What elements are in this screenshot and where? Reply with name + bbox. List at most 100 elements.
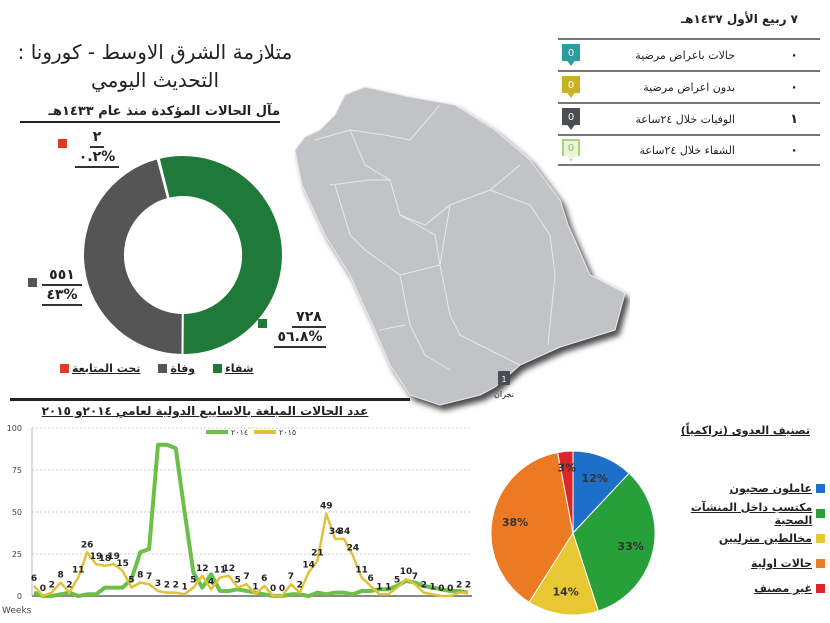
pie-slice [490,451,574,603]
legend-label: مخالطين منزليين [718,532,812,545]
svg-text:25: 25 [12,550,22,559]
status-row-symptomatic: 0 حالات باعراض مرضية ٠ [558,38,820,70]
svg-text:100: 100 [7,424,22,433]
svg-text:1: 1 [252,582,258,592]
status-label: بدون اعراض مرضية [643,80,735,94]
svg-text:4: 4 [208,577,214,587]
svg-text:2: 2 [173,581,179,591]
daily-date: ٧ ربيع الأول ١٤٣٧هـ [680,12,798,26]
pie-slice [572,450,630,535]
death-count: ٥٥١ [42,266,82,286]
followup-value-label: ٢ %٠.٢ [75,128,119,168]
svg-text:12: 12 [223,564,236,574]
svg-text:11: 11 [214,566,227,576]
pie-chart-title: تصنيف العدوى (تراكمياً) [680,424,810,437]
status-value: ٠ [790,47,798,63]
svg-text:1: 1 [429,582,435,592]
followup-marker-icon [58,133,67,152]
line-chart-grid [32,427,470,555]
pie-slice [572,472,656,612]
status-label: حالات باعراض مرضية [635,48,735,62]
map-marker-najran[interactable]: 1 نجران [494,371,514,399]
pie-legend-item: غير مصنف [655,576,825,601]
status-value: ٠ [790,142,798,158]
svg-text:11: 11 [72,566,85,576]
legend-followup-label: تحت المتابعة [72,362,141,375]
infection-classification-pie: 12% 33% 14% 38% 3% [490,450,656,616]
followup-count: ٢ [90,128,104,148]
legend-swatch [816,484,825,493]
series-2015-line [33,512,468,598]
svg-text:7: 7 [243,572,249,582]
svg-text:0: 0 [270,584,276,594]
svg-text:5: 5 [128,576,134,586]
legend-followup: تحت المتابعة [60,362,140,375]
status-value: ١ [790,111,798,127]
recovery-marker-icon [258,313,267,332]
pie-legend-item: حالات اولية [655,551,825,576]
status-icon-count: 0 [567,111,575,123]
svg-text:7: 7 [412,572,418,582]
svg-text:2: 2 [49,581,55,591]
svg-text:49: 49 [320,502,333,512]
svg-text:6: 6 [367,574,373,584]
pin-icon: 0 [562,139,580,161]
status-label: الشفاء خلال ٢٤ساعة [639,143,735,157]
svg-text:7: 7 [288,572,294,582]
svg-text:1: 1 [376,582,382,592]
svg-text:0: 0 [17,592,22,601]
svg-text:26: 26 [81,540,94,550]
svg-text:1: 1 [385,582,391,592]
recovery-count: ٧٢٨ [292,308,326,328]
pie-legend-item: مخالطين منزليين [655,526,825,551]
svg-text:5: 5 [190,576,196,586]
svg-text:6: 6 [261,574,267,584]
svg-text:2: 2 [465,581,471,591]
map-marker-city: نجران [494,390,514,399]
svg-text:2: 2 [66,581,72,591]
svg-text:14: 14 [302,561,315,571]
svg-text:0: 0 [40,584,46,594]
section-divider [10,398,410,401]
pie-legend: عاملون صحيون مكتسب داخل المنشآت الصحية م… [655,476,825,601]
legend-recovery-swatch [213,364,223,373]
legend-recovery: شفاء [213,362,254,375]
legend-label: حالات اولية [750,557,812,570]
svg-text:18: 18 [99,554,112,564]
pie-slice [528,531,599,616]
status-value: ٠ [790,79,798,95]
svg-text:12: 12 [196,564,209,574]
svg-text:19: 19 [107,552,120,562]
legend-2014-label: ٢٠١٤ [231,428,248,437]
pin-icon: 0 [562,108,580,130]
page-title: متلازمة الشرق الاوسط - كورونا : التحديث … [10,38,300,94]
svg-text:8: 8 [137,571,143,581]
pie-legend-item: مكتسب داخل المنشآت الصحية [655,501,825,527]
donut-slice-recovery [157,153,284,356]
pie-slice [557,450,574,534]
pie-slice-label: 12% [582,472,608,485]
pin-icon: 0 [562,76,580,98]
legend-swatch [816,509,825,518]
svg-text:2: 2 [297,581,303,591]
svg-text:5: 5 [394,576,400,586]
death-percent: %٤٣ [42,286,82,306]
page-title-line1: متلازمة الشرق الاوسط - كورونا : [17,40,293,64]
svg-text:34: 34 [338,527,351,537]
svg-text:2: 2 [164,581,170,591]
legend-recovery-label: شفاء [225,362,254,375]
svg-text:10: 10 [400,567,413,577]
death-value-label: ٥٥١ %٤٣ [42,266,82,306]
recovery-value-label: ٧٢٨ %٥٦.٨ [274,308,326,348]
svg-text:11: 11 [355,566,368,576]
donut-legend: شفاء وفاة تحت المتابعة [60,362,254,375]
legend-followup-swatch [60,364,69,373]
pin-icon: 0 [562,44,580,66]
pie-slice-label: 33% [617,540,643,553]
svg-text:6: 6 [31,574,37,584]
line-chart-xlabel: Weeks [2,606,32,616]
map-region-borders [314,104,556,371]
legend-swatch [816,534,825,543]
recovery-percent: %٥٦.٨ [274,328,326,348]
